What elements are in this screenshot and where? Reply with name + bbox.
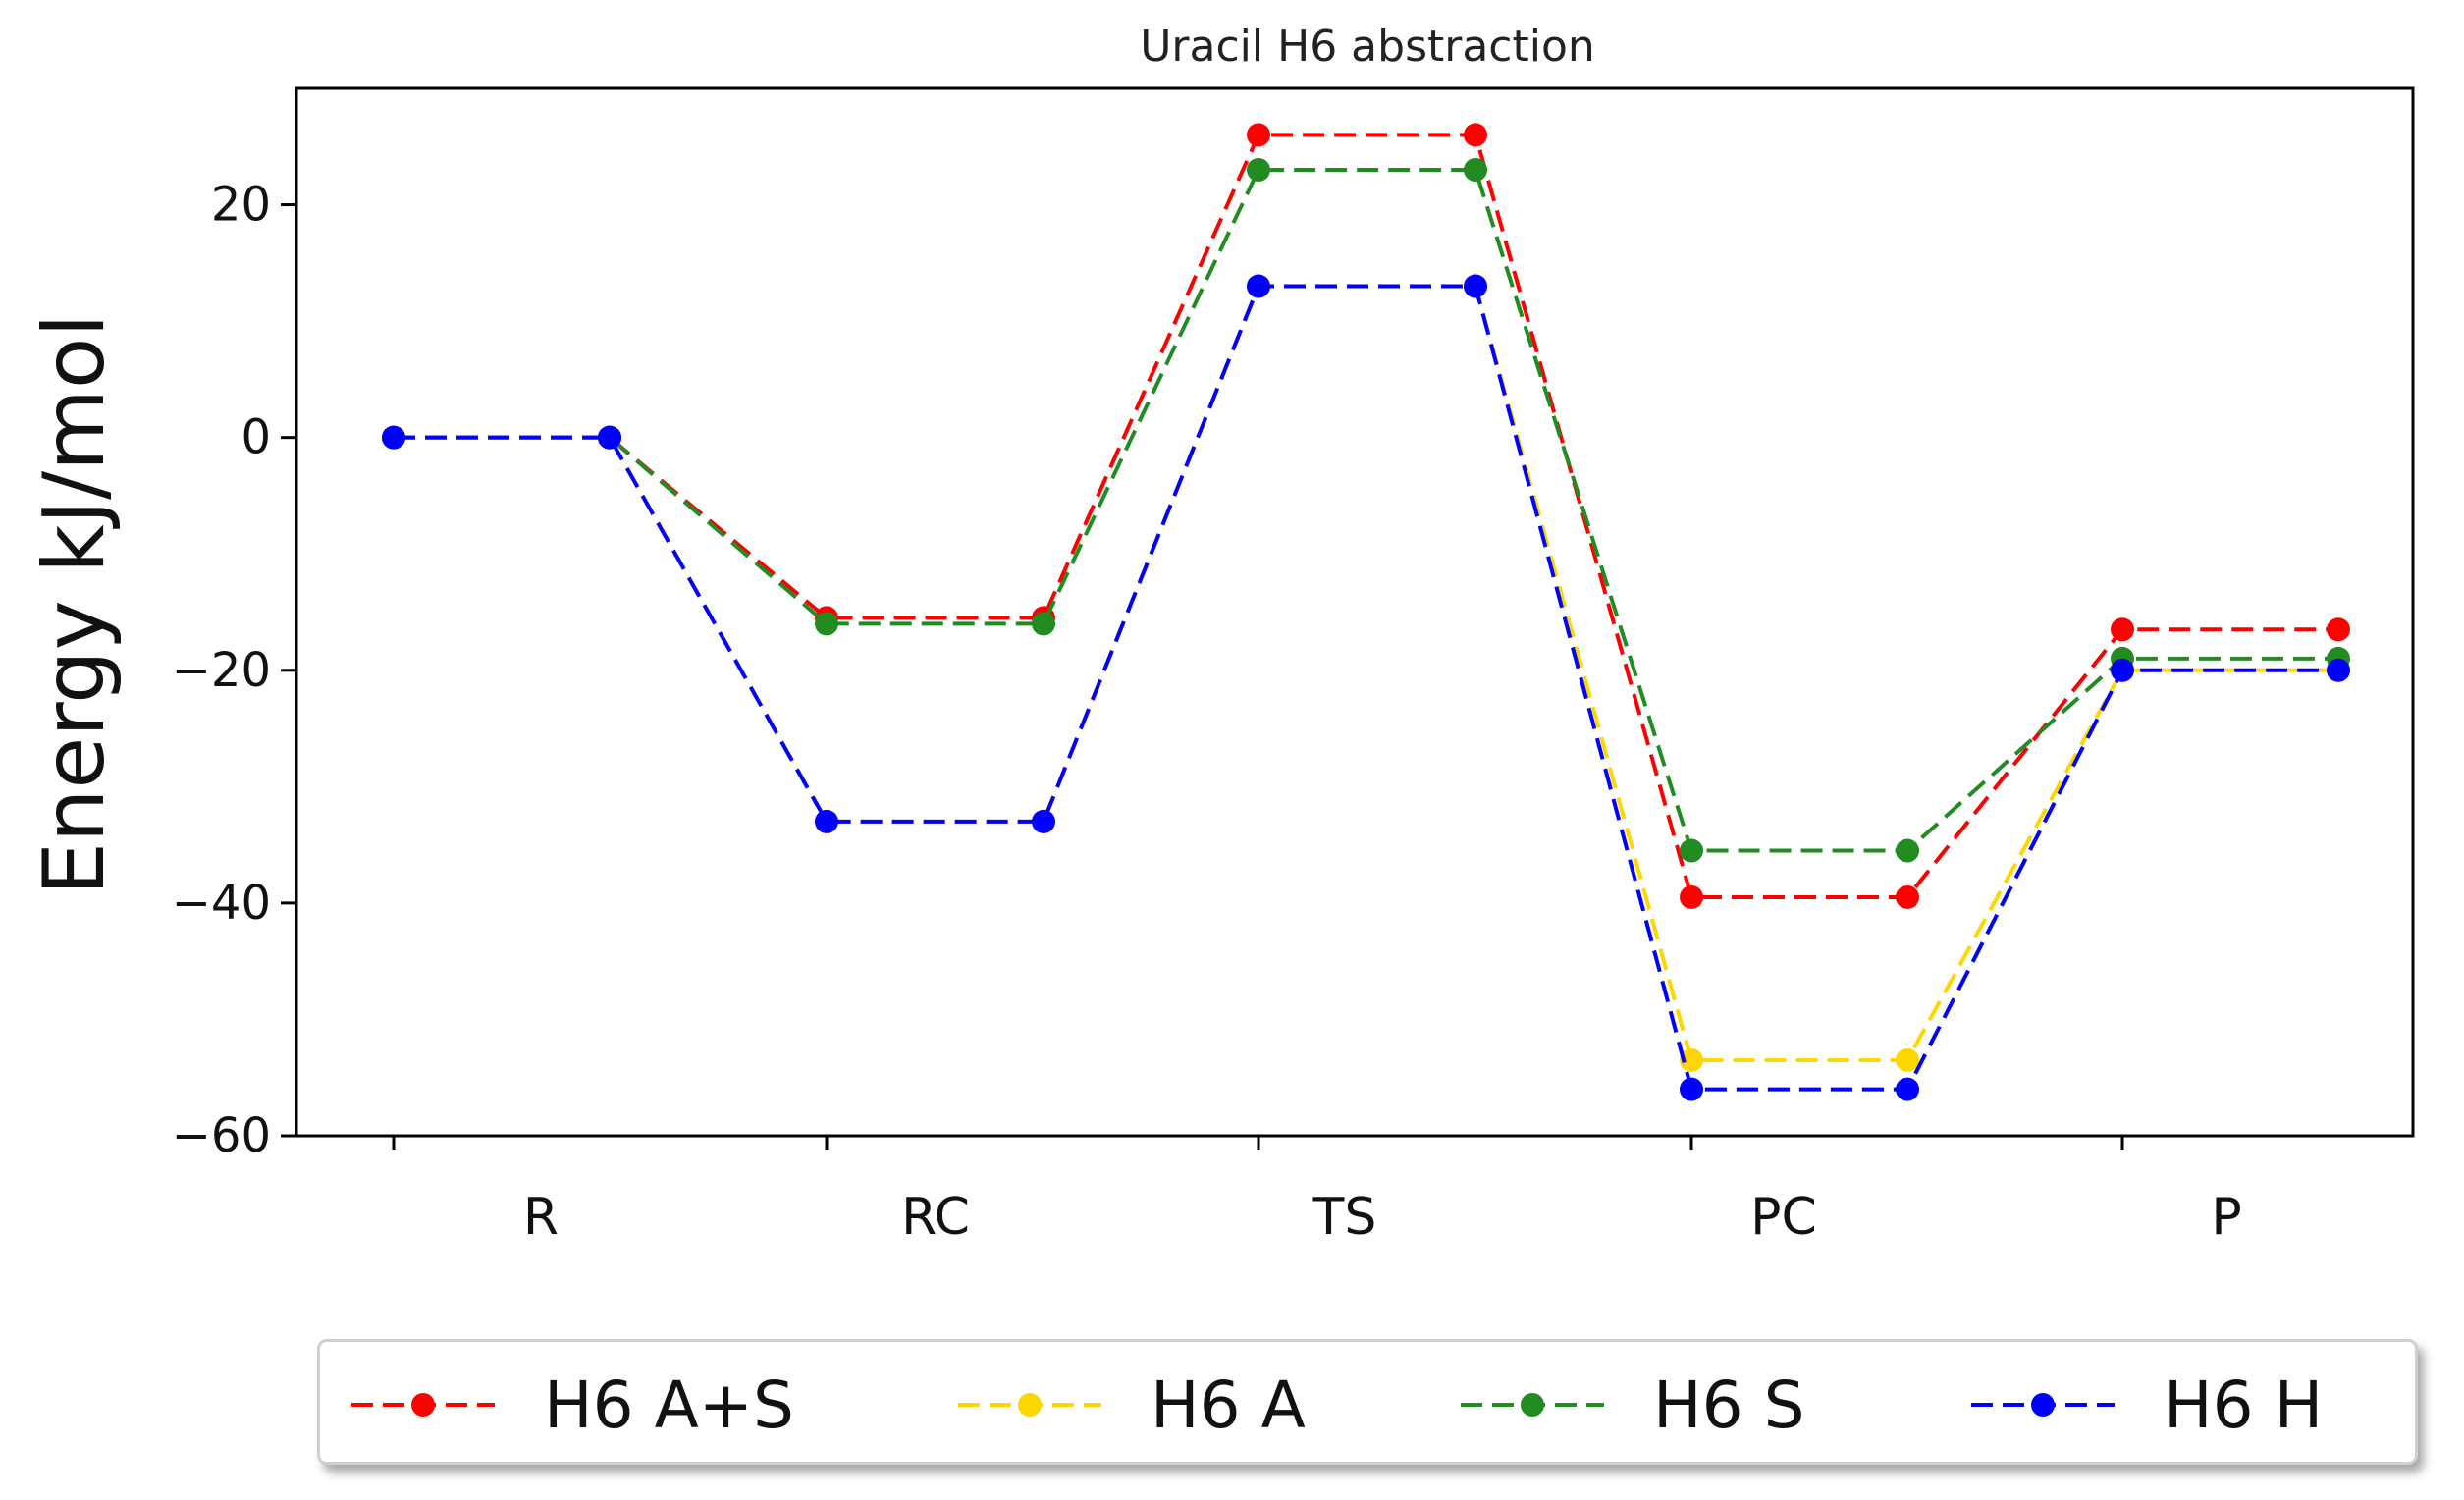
y-axis-label: Energy kJ/mol: [26, 314, 124, 896]
legend-item: H6 A+S: [349, 1342, 794, 1468]
plot-frame: [295, 86, 2415, 1138]
y-tick-label: 20: [211, 178, 271, 233]
data-point: [1896, 838, 1919, 863]
legend-item: H6 H: [1969, 1342, 2323, 1468]
series-h6-a: [382, 274, 2350, 1072]
data-point: [1247, 157, 1270, 182]
chart-title: Uracil H6 abstraction: [1140, 22, 1595, 72]
series-line: [394, 133, 2338, 899]
x-category-label: RC: [901, 1188, 970, 1247]
y-tick-label: −20: [172, 643, 271, 698]
legend-swatch: [351, 1393, 495, 1417]
legend-item: H6 A: [956, 1342, 1306, 1468]
x-category-label: P: [2211, 1188, 2241, 1247]
data-point: [1247, 123, 1270, 147]
plot-area: [382, 123, 2350, 1101]
legend-item: H6 S: [1459, 1342, 1805, 1468]
data-point: [382, 425, 405, 450]
data-point: [1032, 809, 1055, 833]
legend-label: H6 A+S: [544, 1366, 794, 1443]
data-point: [1896, 1077, 1919, 1101]
data-point: [815, 809, 838, 833]
x-axis: R RC TS PC P: [392, 1136, 2242, 1247]
y-axis: 20 0 −20 −40 −60: [172, 178, 296, 1163]
series-h6-h: [382, 274, 2350, 1101]
data-point: [1680, 1077, 1703, 1101]
x-category-label: PC: [1750, 1188, 1817, 1247]
x-category-label: TS: [1312, 1188, 1377, 1247]
data-point: [1680, 884, 1703, 909]
data-point: [1464, 123, 1487, 147]
data-point: [1247, 274, 1270, 298]
data-point: [598, 425, 621, 450]
data-point: [1032, 612, 1055, 636]
legend: H6 A+S H6 A H6 S H6 H: [317, 1339, 2418, 1465]
legend-label: H6 H: [2164, 1366, 2324, 1443]
y-tick-label: −40: [172, 876, 271, 931]
legend-label: H6 S: [1653, 1366, 1805, 1443]
data-point: [815, 612, 838, 636]
series-h6-s: [382, 157, 2350, 863]
data-point: [1896, 1047, 1919, 1072]
legend-swatch: [1971, 1393, 2115, 1417]
data-point: [1680, 1047, 1703, 1072]
data-point: [2111, 617, 2134, 642]
legend-swatch: [1461, 1393, 1604, 1417]
data-point: [2327, 617, 2350, 642]
series-line: [394, 167, 2338, 853]
data-point: [1896, 884, 1919, 909]
legend-label: H6 A: [1151, 1366, 1306, 1443]
data-point: [1464, 157, 1487, 182]
data-point: [2111, 658, 2134, 682]
x-category-label: R: [523, 1188, 559, 1247]
y-tick-label: 0: [241, 410, 271, 465]
data-point: [2327, 658, 2350, 682]
y-tick-label: −60: [172, 1108, 271, 1163]
series-line: [394, 284, 2338, 1092]
series-h6-a-s: [382, 123, 2350, 909]
legend-swatch: [958, 1393, 1101, 1417]
data-point: [1680, 838, 1703, 863]
data-point: [1464, 274, 1487, 298]
series-line: [394, 284, 2338, 1062]
